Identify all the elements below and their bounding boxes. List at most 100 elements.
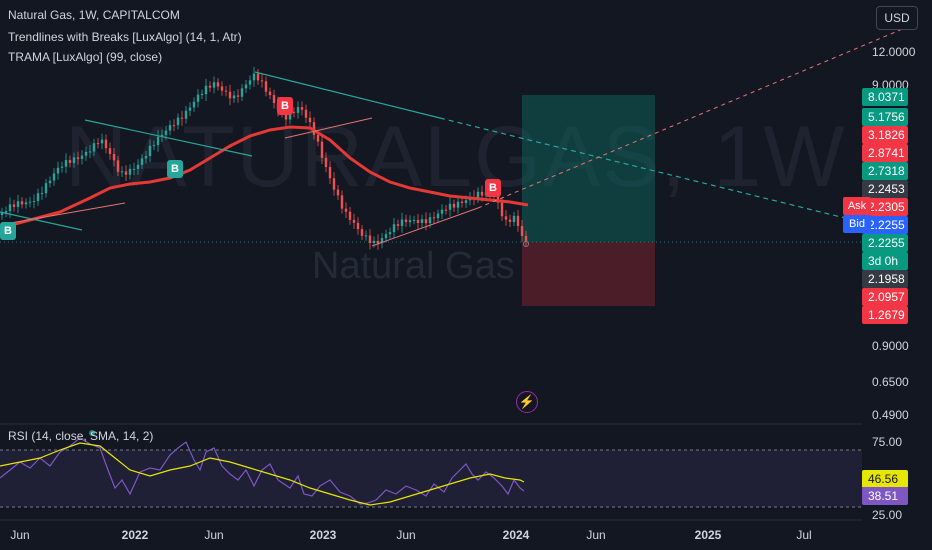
candle-body — [300, 107, 304, 110]
candle-body — [384, 234, 388, 239]
candle-body — [224, 90, 228, 92]
candle-body — [160, 134, 164, 137]
candle-body — [344, 208, 348, 212]
candle-body — [256, 73, 260, 81]
price-tag: 2.2255 — [862, 216, 908, 234]
stop-zone — [522, 242, 655, 306]
candle-body — [92, 143, 96, 152]
trendline-3 — [254, 71, 441, 119]
candle-body — [248, 80, 252, 85]
candle-body — [64, 160, 68, 167]
symbol-legend[interactable]: Natural Gas, 1W, CAPITALCOM — [8, 8, 180, 22]
price-tag: 3d 0h — [862, 252, 908, 270]
candle-body — [216, 82, 220, 87]
candle-body — [236, 95, 240, 97]
candle-body — [100, 139, 104, 144]
candle-body — [296, 107, 300, 113]
indicator-legend-trendlines[interactable]: Trendlines with Breaks [LuxAlgo] (14, 1,… — [8, 30, 242, 44]
candle-body — [500, 202, 504, 217]
candle-body — [228, 91, 232, 99]
candle-body — [304, 109, 308, 118]
current-bar-marker — [523, 241, 529, 247]
candle-body — [168, 125, 172, 131]
trendline-support-2 — [284, 117, 373, 139]
candle-body — [124, 171, 128, 175]
candle-body — [40, 193, 44, 195]
candle-body — [8, 204, 12, 212]
candlesticks — [0, 66, 528, 250]
price-axis-label: 0.9000 — [872, 339, 909, 353]
candle-body — [504, 216, 508, 220]
time-axis-label: Jun — [10, 528, 30, 542]
candle-body — [396, 224, 400, 226]
candle-body — [284, 112, 288, 120]
candle-body — [476, 191, 480, 199]
candle-body — [204, 85, 208, 94]
candle-body — [36, 193, 40, 202]
candle-body — [316, 134, 320, 142]
candle-body — [516, 215, 520, 226]
candle-body — [392, 224, 396, 233]
candle-body — [240, 88, 244, 97]
candle-body — [48, 180, 52, 184]
candle-body — [432, 217, 436, 219]
rsi-line — [0, 437, 525, 505]
candle-body — [520, 225, 524, 236]
candle-body — [364, 235, 368, 237]
target-zone — [522, 95, 655, 242]
price-axis-label: 0.4900 — [872, 408, 909, 422]
candle-body — [144, 155, 148, 159]
price-tag: 2.7318 — [862, 162, 908, 180]
candle-body — [208, 85, 212, 88]
trendline-support-3 — [371, 207, 479, 247]
candle-body — [292, 111, 296, 113]
trendline-1 — [0, 211, 83, 231]
candle-body — [200, 93, 204, 95]
candle-body — [20, 201, 24, 205]
candle-body — [460, 201, 464, 204]
candle-body — [76, 157, 80, 159]
candle-body — [12, 204, 16, 207]
candle-body — [212, 82, 216, 88]
price-axis-label: 12.0000 — [872, 45, 916, 59]
rsi-band — [0, 450, 862, 507]
trendline-support-1 — [4, 202, 126, 225]
rsi-ma-value-tag: 46.56 — [862, 470, 908, 488]
candle-body — [52, 173, 56, 181]
candle-body — [352, 219, 356, 223]
candle-body — [180, 117, 184, 119]
candle-body — [412, 219, 416, 221]
indicator-legend-rsi[interactable]: RSI (14, close, SMA, 14, 2) — [8, 429, 154, 443]
time-axis-label: 2025 — [694, 528, 722, 542]
candle-body — [308, 117, 312, 123]
candle-body — [376, 240, 380, 244]
candle-body — [340, 195, 344, 209]
trendline-3-extension — [439, 117, 846, 219]
currency-button[interactable]: USD — [876, 6, 918, 30]
candle-body — [28, 201, 32, 203]
candle-body — [156, 136, 160, 146]
candle-body — [120, 171, 124, 173]
candle-body — [60, 166, 64, 168]
candle-body — [232, 95, 236, 99]
candle-body — [268, 91, 272, 96]
candle-body — [88, 151, 92, 153]
candle-body — [512, 215, 516, 222]
indicator-legend-trama[interactable]: TRAMA [LuxAlgo] (99, close) — [8, 50, 163, 64]
candle-body — [128, 168, 132, 175]
candle-body — [360, 229, 364, 236]
lightning-icon[interactable]: ⚡ — [516, 391, 538, 413]
candle-body — [348, 211, 352, 220]
price-tag: 1.2679 — [862, 306, 908, 324]
rsi-axis-label: 25.00 — [872, 508, 903, 522]
candle-body — [416, 219, 420, 223]
candle-body — [388, 232, 392, 235]
candle-body — [244, 84, 248, 89]
candle-body — [72, 157, 76, 164]
price-tag: 2.2305 — [862, 198, 908, 216]
trendline-2 — [84, 119, 253, 157]
candle-body — [324, 157, 328, 167]
candle-body — [112, 154, 116, 161]
